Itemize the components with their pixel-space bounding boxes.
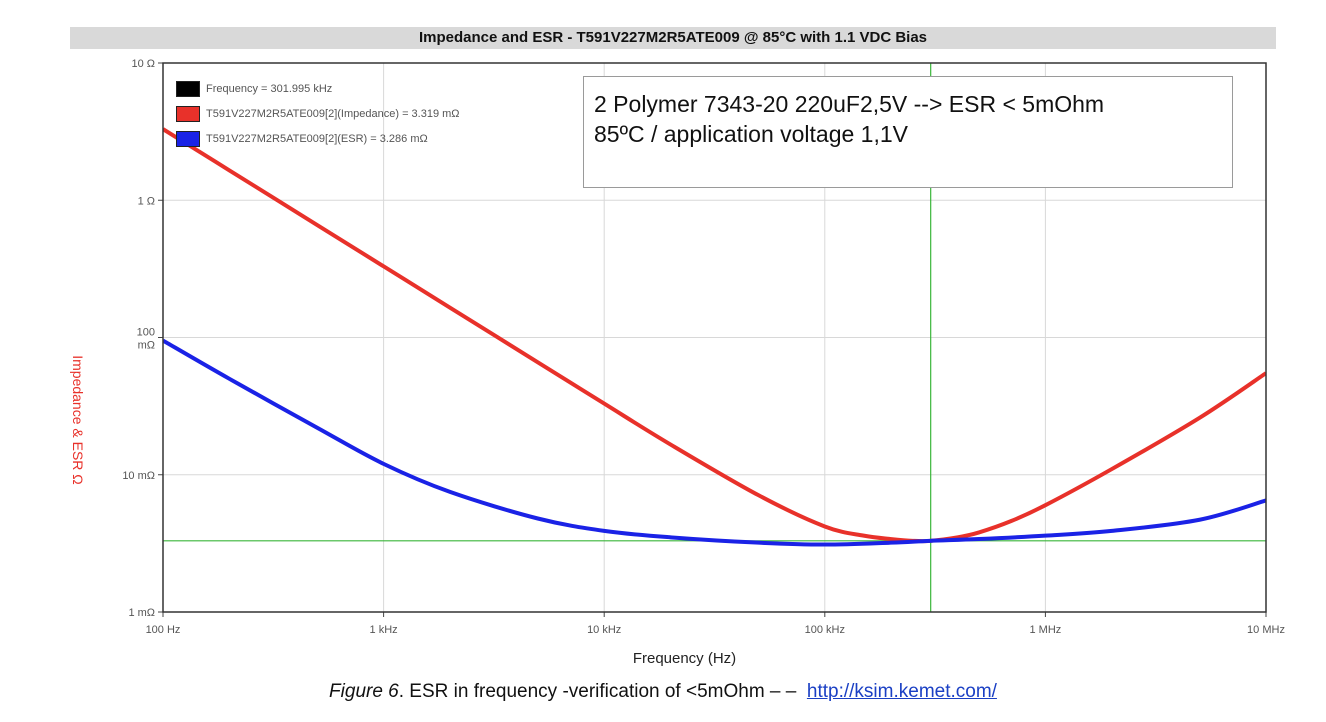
x-tick-label: 100 kHz <box>805 624 845 636</box>
caption-text: . ESR in frequency -verification of <5mO… <box>398 681 797 702</box>
x-tick-label: 100 Hz <box>146 624 181 636</box>
annotation-line-2: 85ºC / application voltage 1,1V <box>594 121 908 147</box>
chart-title: Impedance and ESR - T591V227M2R5ATE009 @… <box>70 27 1276 49</box>
caption-link[interactable]: http://ksim.kemet.com/ <box>806 681 997 702</box>
y-tick-label: 1 mΩ <box>128 607 155 619</box>
y-tick-label: 10 mΩ <box>122 470 155 482</box>
legend-label-esr: T591V227M2R5ATE009[2](ESR) = 3.286 mΩ <box>206 132 428 145</box>
esr-series-line <box>163 338 1266 547</box>
plot-frame <box>162 62 1267 613</box>
x-tick-label: 1 MHz <box>1030 624 1062 636</box>
legend-swatch-frequency <box>176 80 200 97</box>
caption-figure-number: Figure 6 <box>329 681 399 702</box>
legend-label-impedance: T591V227M2R5ATE009[2](Impedance) = 3.319… <box>206 107 460 120</box>
legend-item-frequency: Frequency = 301.995 kHz <box>176 76 460 101</box>
legend-label-frequency: Frequency = 301.995 kHz <box>206 82 333 95</box>
figure-caption: Figure 6. ESR in frequency -verification… <box>0 681 1326 703</box>
chart-legend: Frequency = 301.995 kHz T591V227M2R5ATE0… <box>176 76 460 151</box>
y-axis-label: Impedance & ESR Ω <box>70 355 86 485</box>
annotation-line-1: 2 Polymer 7343-20 220uF2,5V --> ESR < 5m… <box>594 91 1105 117</box>
y-tick-label: 100 <box>137 327 155 339</box>
x-tick-label: 10 kHz <box>587 624 621 636</box>
x-tick-label: 10 MHz <box>1247 624 1285 636</box>
legend-swatch-impedance <box>176 105 200 122</box>
y-tick-label: 1 Ω <box>138 195 155 207</box>
impedance-series-line <box>163 127 1266 544</box>
y-tick-label-unit: mΩ <box>138 340 155 352</box>
legend-item-impedance: T591V227M2R5ATE009[2](Impedance) = 3.319… <box>176 101 460 126</box>
y-tick-label: 10 Ω <box>131 58 155 70</box>
legend-item-esr: T591V227M2R5ATE009[2](ESR) = 3.286 mΩ <box>176 126 460 151</box>
legend-swatch-esr <box>176 130 200 147</box>
x-tick-label: 1 kHz <box>370 624 398 636</box>
annotation-box: 2 Polymer 7343-20 220uF2,5V --> ESR < 5m… <box>583 76 1233 188</box>
x-axis-label: Frequency (Hz) <box>633 650 736 667</box>
